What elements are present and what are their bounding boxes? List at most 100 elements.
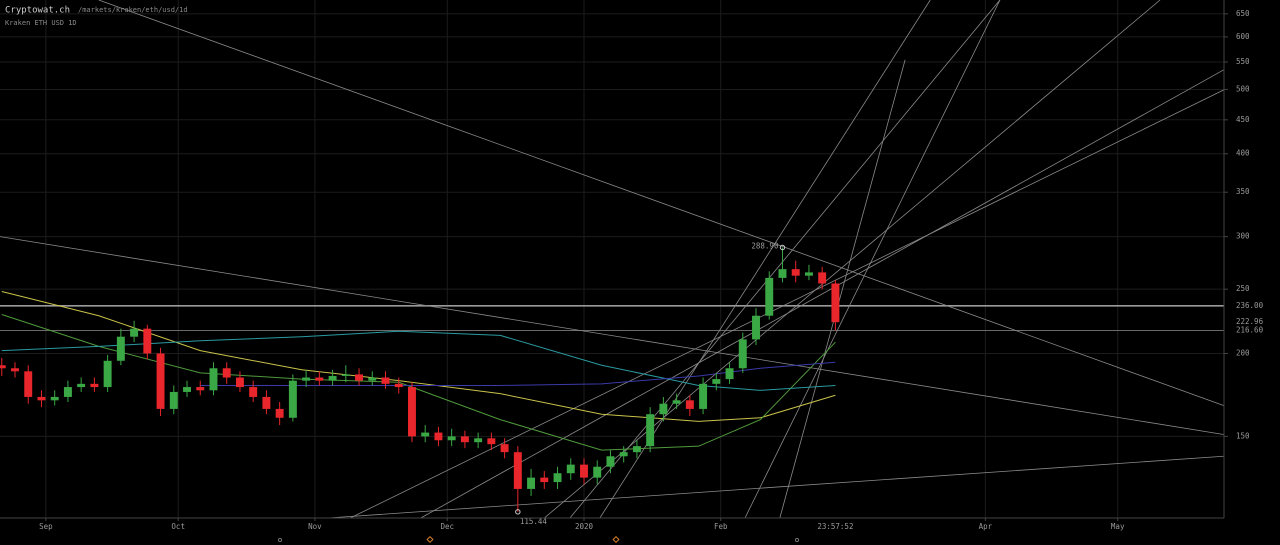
candle-body xyxy=(0,365,6,369)
moving-average xyxy=(1,313,836,451)
candle-body xyxy=(183,387,191,392)
y-tick-label: 550 xyxy=(1236,57,1250,66)
price-label: 236.00 xyxy=(1236,301,1264,310)
y-tick-label: 200 xyxy=(1236,348,1250,357)
candle-body xyxy=(288,380,297,418)
trend-line xyxy=(98,0,1224,406)
x-tick-label: Nov xyxy=(308,522,322,531)
candle-body xyxy=(249,387,258,397)
y-tick-label: 300 xyxy=(1236,232,1250,241)
y-tick-label: 350 xyxy=(1236,187,1250,196)
candle-body xyxy=(77,383,86,388)
candle-body xyxy=(196,387,205,391)
event-marker[interactable] xyxy=(426,535,434,544)
candle-body xyxy=(672,400,681,404)
candle-body xyxy=(156,353,165,409)
moving-average xyxy=(200,361,836,386)
candle-body xyxy=(752,315,760,340)
candle-body xyxy=(646,414,655,447)
candle-body xyxy=(209,368,218,391)
candle-body xyxy=(527,477,536,489)
candle-body xyxy=(63,387,72,397)
candle-body xyxy=(778,269,787,278)
market-name: Kraken ETH USD 1D xyxy=(5,19,77,27)
y-tick-label: 450 xyxy=(1236,115,1250,124)
candle-body xyxy=(725,368,734,380)
candle-body xyxy=(24,371,33,397)
candle-body xyxy=(11,368,19,372)
candle-body xyxy=(818,272,827,284)
candle-body xyxy=(619,452,628,457)
candle-body xyxy=(566,464,575,474)
trend-line xyxy=(744,0,1001,518)
candle-body xyxy=(262,396,271,409)
event-marker[interactable] xyxy=(794,537,800,543)
y-tick-label: 600 xyxy=(1236,32,1250,41)
annotation-point xyxy=(515,509,521,515)
y-tick-label: 150 xyxy=(1236,431,1250,440)
x-tick-label: Oct xyxy=(171,522,185,531)
x-tick-label: Sep xyxy=(39,522,53,531)
candle-body xyxy=(368,377,377,381)
candle-body xyxy=(580,464,588,478)
candle-body xyxy=(738,339,747,369)
annotation-label: 288.90 xyxy=(751,242,779,251)
candle-body xyxy=(540,477,549,483)
y-tick-label: 250 xyxy=(1236,284,1250,293)
candle-body xyxy=(791,269,800,276)
candle-body xyxy=(831,283,840,323)
annotation-point xyxy=(779,244,786,251)
candle-body xyxy=(103,360,112,388)
event-marker[interactable] xyxy=(277,537,283,543)
candle-body xyxy=(50,396,59,401)
candle-body xyxy=(513,452,522,489)
candle-body xyxy=(130,328,139,337)
labels: 150 200 250 300 350 400 450 500 550 600 650 Sep Oct N… xyxy=(39,9,1263,531)
candle-body xyxy=(222,368,231,378)
candle-body xyxy=(421,432,430,437)
candle-body xyxy=(474,438,483,443)
candle-body xyxy=(394,383,403,388)
candle-body xyxy=(328,375,337,381)
candle-body xyxy=(593,466,602,478)
candle-body xyxy=(460,436,469,443)
candle-body xyxy=(712,379,721,384)
event-marker[interactable] xyxy=(612,535,620,544)
event-markers xyxy=(277,535,800,544)
x-tick-label: Feb xyxy=(714,522,728,531)
cursor-label: 23:57:52 xyxy=(817,522,853,531)
x-tick-label: 2020 xyxy=(575,522,594,531)
site-name[interactable]: Cryptowat.ch xyxy=(5,6,70,16)
candle-body xyxy=(169,391,178,409)
market-path: /markets/kraken/eth/usd/1d xyxy=(78,6,188,14)
price-label: 222.96 xyxy=(1236,317,1264,326)
grid xyxy=(0,0,1228,521)
candle-body xyxy=(765,277,774,316)
candle-body xyxy=(553,473,562,483)
candle-body xyxy=(235,377,244,388)
candle-body xyxy=(699,383,708,409)
candle-body xyxy=(487,438,496,445)
candle-body xyxy=(315,377,324,381)
x-tick-label: Dec xyxy=(440,522,454,531)
trend-line xyxy=(779,59,906,518)
candle-body xyxy=(143,328,152,354)
y-tick-label: 650 xyxy=(1236,9,1250,18)
x-tick-label: May xyxy=(1111,522,1125,531)
trend-line xyxy=(420,69,1224,518)
candle-body xyxy=(659,403,668,415)
candle-body xyxy=(302,377,311,381)
candle-body xyxy=(116,336,125,361)
candle-body xyxy=(500,444,509,453)
trend-line xyxy=(599,0,931,518)
annotation-label: 115.44 xyxy=(520,517,548,526)
candle-body xyxy=(341,374,350,376)
price-label: 216.60 xyxy=(1236,326,1264,335)
candle-body xyxy=(355,374,364,381)
candles xyxy=(0,244,840,515)
y-tick-label: 400 xyxy=(1236,149,1250,158)
candle-body xyxy=(447,436,456,441)
candle-body xyxy=(434,432,443,441)
